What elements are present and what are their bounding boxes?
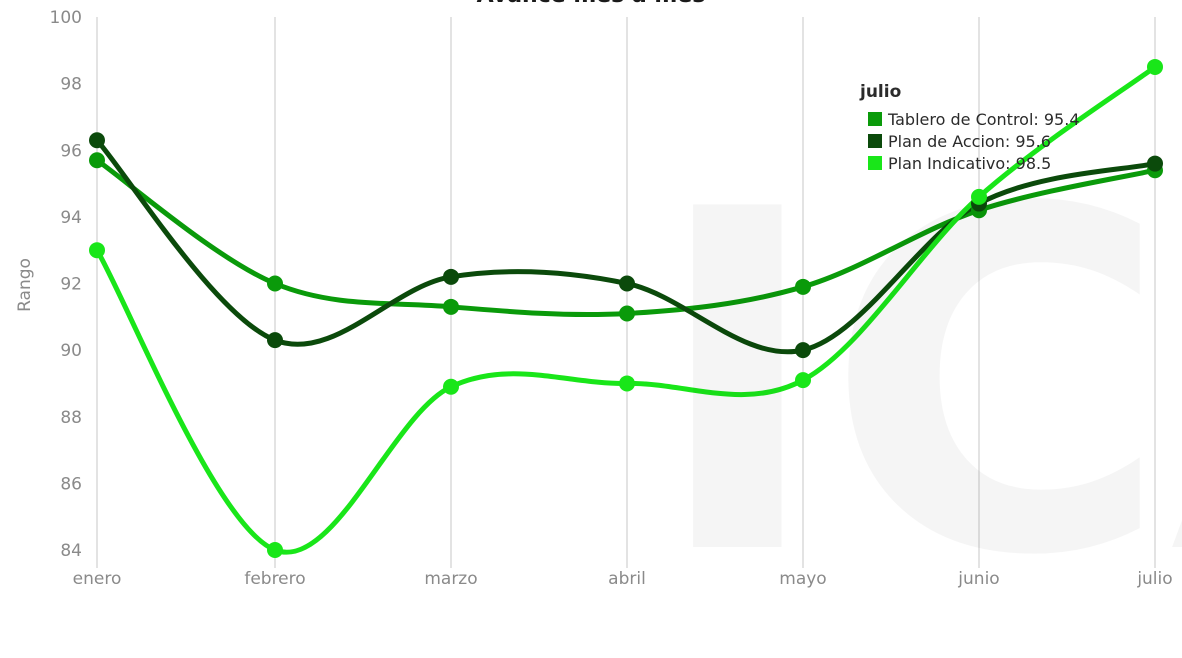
x-tick-label: abril bbox=[608, 569, 646, 589]
data-point-plan-de-accion[interactable] bbox=[1147, 155, 1163, 172]
axis-layer: enero febrero marzo abril mayo junio julio 84 86… bbox=[50, 8, 1173, 589]
data-point-plan-de-accion[interactable] bbox=[443, 268, 459, 285]
x-tick-label: junio bbox=[957, 569, 999, 589]
y-tick-label: 90 bbox=[60, 341, 82, 361]
y-tick-label: 86 bbox=[60, 474, 82, 494]
y-tick-label: 94 bbox=[60, 208, 82, 228]
data-point-plan-indicativo[interactable] bbox=[443, 378, 459, 395]
legend-swatch-accion bbox=[868, 134, 882, 148]
x-tick-label: febrero bbox=[244, 569, 305, 589]
data-point-plan-indicativo[interactable] bbox=[267, 542, 283, 558]
y-axis-label: Rango bbox=[15, 258, 35, 312]
x-tick-label: marzo bbox=[424, 569, 477, 589]
data-point-plan-de-accion[interactable] bbox=[795, 342, 811, 359]
y-tick-label: 100 bbox=[50, 8, 82, 28]
y-tick-label: 84 bbox=[60, 541, 82, 561]
x-tick-label: enero bbox=[73, 569, 122, 589]
tooltip-title: julio bbox=[860, 82, 902, 102]
data-point-plan-de-accion[interactable] bbox=[89, 132, 105, 149]
y-tick-label: 98 bbox=[60, 75, 82, 95]
y-tick-label: 88 bbox=[60, 408, 82, 428]
data-point-plan-indicativo[interactable] bbox=[89, 242, 105, 259]
data-point-tablero-de-control[interactable] bbox=[89, 152, 105, 169]
tooltip-label-tablero: Tablero de Control: 95.4 bbox=[888, 109, 1080, 129]
tooltip-row-tablero: Tablero de Control: 95.4 bbox=[856, 108, 1136, 130]
data-point-tablero-de-control[interactable] bbox=[443, 298, 459, 315]
line-chart: enero febrero marzo abril mayo junio julio 84 86… bbox=[15, 0, 1173, 589]
data-point-tablero-de-control[interactable] bbox=[267, 275, 283, 292]
x-tick-label: mayo bbox=[779, 569, 826, 589]
series-layer bbox=[89, 58, 1163, 558]
data-point-plan-indicativo[interactable] bbox=[795, 372, 811, 389]
data-point-plan-de-accion[interactable] bbox=[619, 275, 635, 292]
data-point-plan-indicativo[interactable] bbox=[971, 188, 987, 205]
data-point-tablero-de-control[interactable] bbox=[795, 278, 811, 295]
data-point-plan-de-accion[interactable] bbox=[267, 332, 283, 349]
data-point-plan-indicativo[interactable] bbox=[1147, 58, 1163, 75]
tooltip: julio Tablero de Control: 95.4 Plan de A… bbox=[856, 82, 1136, 174]
legend-swatch-indicativo bbox=[868, 156, 882, 170]
x-tick-label: julio bbox=[1136, 569, 1172, 589]
tooltip-row-accion: Plan de Accion: 95.6 bbox=[856, 130, 1136, 152]
data-point-plan-indicativo[interactable] bbox=[619, 375, 635, 392]
tooltip-label-accion: Plan de Accion: 95.6 bbox=[888, 131, 1051, 151]
chart-title: Avance mes a mes bbox=[477, 0, 706, 8]
data-point-tablero-de-control[interactable] bbox=[619, 305, 635, 322]
y-tick-label: 92 bbox=[60, 275, 82, 295]
tooltip-label-indicativo: Plan Indicativo: 98.5 bbox=[888, 153, 1052, 173]
tooltip-row-indicativo: Plan Indicativo: 98.5 bbox=[856, 152, 1136, 174]
y-tick-label: 96 bbox=[60, 141, 82, 161]
legend-swatch-tablero bbox=[868, 112, 882, 126]
